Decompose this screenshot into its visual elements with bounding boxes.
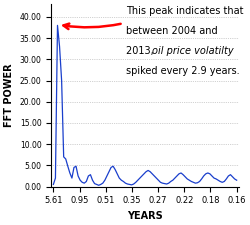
Text: spiked every 2.9 years.: spiked every 2.9 years. bbox=[126, 66, 240, 76]
Text: 2013,: 2013, bbox=[126, 46, 157, 56]
X-axis label: YEARS: YEARS bbox=[127, 211, 163, 221]
Text: This peak indicates that: This peak indicates that bbox=[126, 6, 244, 16]
Y-axis label: FFT POWER: FFT POWER bbox=[4, 63, 14, 127]
Text: oil price volatilty: oil price volatilty bbox=[152, 46, 233, 56]
Text: between 2004 and: between 2004 and bbox=[126, 26, 218, 36]
